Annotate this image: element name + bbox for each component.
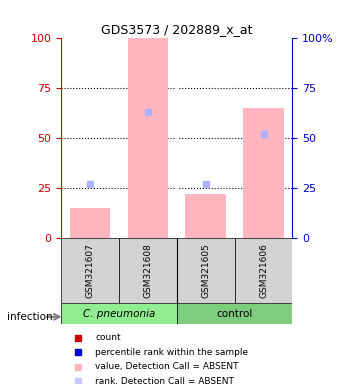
FancyBboxPatch shape [61,303,177,324]
FancyBboxPatch shape [177,303,292,324]
Text: infection: infection [7,312,52,322]
Text: GSM321606: GSM321606 [259,243,268,298]
FancyBboxPatch shape [61,238,119,303]
Text: count: count [95,333,121,343]
Text: value, Detection Call = ABSENT: value, Detection Call = ABSENT [95,362,239,371]
Text: rank, Detection Call = ABSENT: rank, Detection Call = ABSENT [95,377,234,384]
Bar [128,38,168,238]
Text: C. pneumonia: C. pneumonia [83,309,155,319]
Text: control: control [217,309,253,319]
Bar [243,108,284,238]
Text: GSM321608: GSM321608 [143,243,152,298]
Text: GSM321607: GSM321607 [86,243,95,298]
Title: GDS3573 / 202889_x_at: GDS3573 / 202889_x_at [101,23,253,36]
FancyBboxPatch shape [119,238,177,303]
FancyBboxPatch shape [235,238,292,303]
Bar [70,208,110,238]
Text: GSM321605: GSM321605 [201,243,210,298]
Text: percentile rank within the sample: percentile rank within the sample [95,348,248,357]
FancyBboxPatch shape [177,238,235,303]
Bar [186,194,226,238]
